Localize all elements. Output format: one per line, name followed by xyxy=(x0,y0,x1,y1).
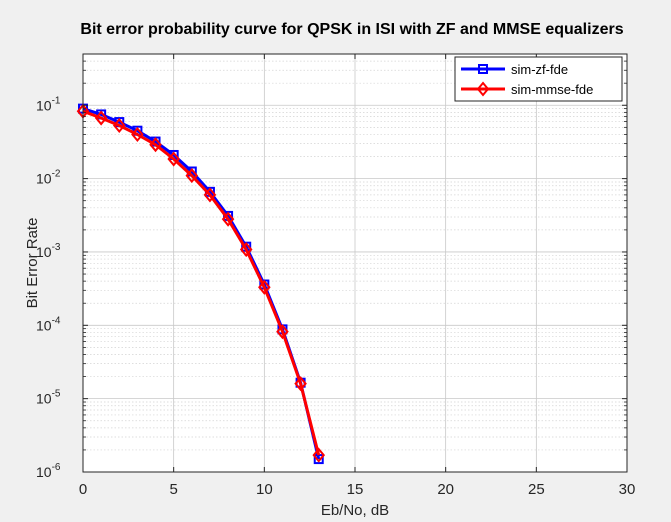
grid-lines xyxy=(82,54,628,473)
x-tick-label: 20 xyxy=(437,481,454,498)
data-point-marker xyxy=(294,376,307,392)
legend-label: sim-zf-fde xyxy=(511,62,568,77)
x-axis-label: Eb/No, dB xyxy=(321,502,389,519)
y-tick-labels: 10-6 10-5 10-4 10-3 10-2 10-1 xyxy=(36,95,61,480)
y-axis-label: Bit Error Rate xyxy=(24,218,41,309)
data-point-marker xyxy=(185,168,199,184)
data-point-marker xyxy=(239,241,253,258)
data-point-marker xyxy=(312,447,326,463)
axis-ticks xyxy=(82,54,628,473)
x-tick-label: 25 xyxy=(528,481,545,498)
data-point-marker xyxy=(131,126,144,143)
data-point-marker xyxy=(276,324,289,340)
x-tick-label: 5 xyxy=(169,481,177,498)
y-tick-label: 10-5 xyxy=(36,389,61,407)
data-point-marker xyxy=(258,279,271,295)
y-tick-label: 10-4 xyxy=(36,315,61,333)
y-tick-label: 10-2 xyxy=(36,169,61,187)
x-tick-label: 0 xyxy=(79,481,87,498)
y-tick-label: 10-1 xyxy=(36,95,61,113)
data-point-marker xyxy=(221,211,235,227)
legend-label: sim-mmse-fde xyxy=(511,82,593,97)
x-tick-label: 10 xyxy=(256,481,273,498)
legend-marker xyxy=(478,64,488,74)
data-point-marker xyxy=(112,117,126,134)
data-point-marker xyxy=(203,187,217,203)
data-point-marker xyxy=(149,137,162,153)
series-layer xyxy=(76,103,326,465)
data-point-marker xyxy=(167,151,180,167)
chart-title: Bit error probability curve for QPSK in … xyxy=(80,21,623,38)
legend-marker xyxy=(476,81,490,97)
y-tick-label: 10-6 xyxy=(36,462,61,480)
series-sim-mmse-fde xyxy=(76,103,326,463)
x-tick-label: 30 xyxy=(619,481,636,498)
legend: sim-zf-fde sim-mmse-fde xyxy=(454,56,623,102)
x-tick-label: 15 xyxy=(347,481,364,498)
x-tick-labels: 0 5 10 15 20 25 30 xyxy=(79,481,636,498)
data-point-marker xyxy=(94,110,108,126)
y-tick-label: 10-3 xyxy=(36,242,61,260)
